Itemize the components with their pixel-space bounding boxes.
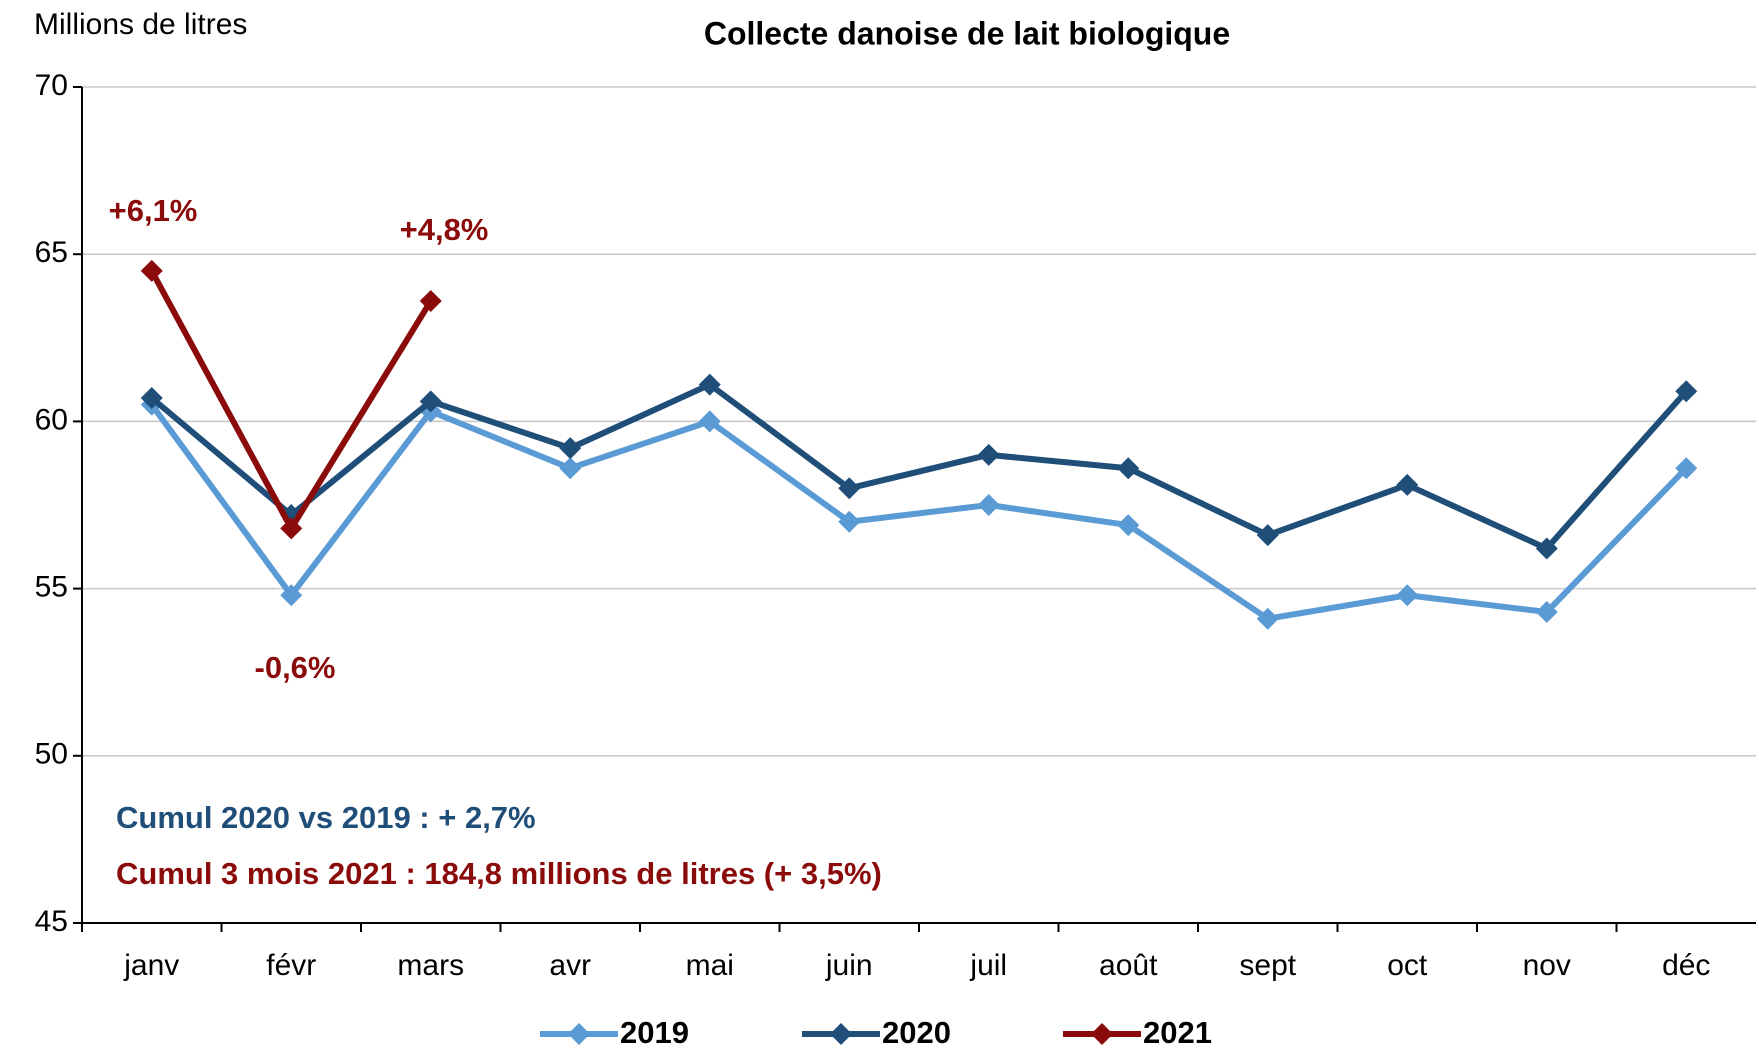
legend-label: 2021: [1143, 1015, 1212, 1050]
marker: [1256, 607, 1279, 630]
annotation: Cumul 3 mois 2021 : 184,8 millions de li…: [116, 856, 882, 891]
x-tick-label: juin: [825, 949, 873, 982]
annotation: +4,8%: [400, 212, 489, 247]
marker: [1256, 524, 1279, 547]
x-tick-label: mai: [686, 949, 734, 982]
marker: [419, 390, 442, 413]
annotation: +6,1%: [109, 193, 198, 228]
y-axis-label: Millions de litres: [34, 8, 247, 41]
marker: [1117, 457, 1140, 480]
marker: [698, 373, 721, 396]
x-tick-label: mars: [397, 949, 464, 982]
marker: [838, 477, 861, 500]
marker: [838, 510, 861, 533]
annotation: -0,6%: [255, 650, 336, 685]
marker: [559, 437, 582, 460]
x-tick-label: avr: [549, 949, 591, 982]
marker: [698, 410, 721, 433]
marker: [1675, 380, 1698, 403]
marker: [1396, 473, 1419, 496]
marker: [140, 386, 163, 409]
x-tick-label: juil: [969, 949, 1007, 982]
legend-marker: [830, 1023, 852, 1045]
x-tick-label: sept: [1239, 949, 1296, 982]
marker: [1535, 601, 1558, 624]
series-line: [149, 381, 1689, 552]
legend-label: 2019: [620, 1015, 689, 1050]
y-tick-label: 45: [35, 905, 68, 938]
y-tick-label: 60: [35, 403, 68, 436]
series-line: [149, 269, 434, 532]
x-tick-label: janv: [123, 949, 179, 982]
marker: [559, 457, 582, 480]
marker: [280, 517, 303, 540]
marker: [140, 259, 163, 282]
y-tick-label: 65: [35, 236, 68, 269]
series-line: [149, 402, 1689, 622]
y-tick-label: 50: [35, 738, 68, 771]
x-tick-label: août: [1099, 949, 1158, 982]
marker: [1535, 537, 1558, 560]
x-tick-label: déc: [1662, 949, 1710, 982]
marker: [419, 290, 442, 313]
marker: [1117, 514, 1140, 537]
x-tick-label: nov: [1523, 949, 1571, 982]
y-tick-label: 70: [35, 69, 68, 102]
annotation: Cumul 2020 vs 2019 : + 2,7%: [116, 800, 536, 835]
legend-marker: [568, 1023, 590, 1045]
marker: [977, 443, 1000, 466]
legend-label: 2020: [882, 1015, 951, 1050]
y-tick-label: 55: [35, 571, 68, 604]
chart-title: Collecte danoise de lait biologique: [704, 15, 1230, 51]
legend-marker: [1091, 1023, 1113, 1045]
x-tick-label: févr: [266, 949, 316, 982]
marker: [1675, 457, 1698, 480]
marker: [280, 584, 303, 607]
marker: [977, 494, 1000, 516]
marker: [1396, 584, 1419, 607]
x-tick-label: oct: [1387, 949, 1428, 982]
